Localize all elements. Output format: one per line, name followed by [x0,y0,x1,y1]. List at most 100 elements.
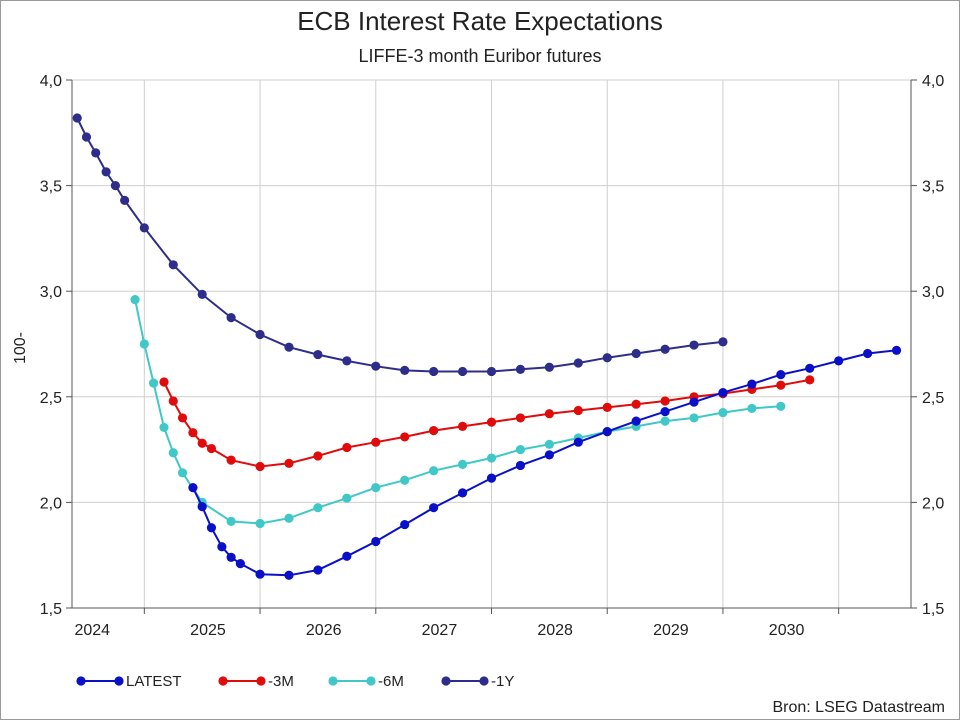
series-latest [188,345,902,580]
x-tick-label: 2028 [537,622,573,639]
data-point-6m [130,295,140,305]
legend-swatch-marker [256,676,266,686]
data-point-6m [457,459,468,469]
data-point-latest [188,483,198,493]
legend-swatch-marker [114,676,124,686]
legend-item-1y: -1Y [441,673,514,690]
data-point-1y [457,366,468,377]
series-line-3m [163,378,810,468]
data-point-1y [168,260,178,270]
data-point-latest [226,552,236,562]
data-point-3m [573,405,583,416]
data-point-latest [313,565,323,575]
data-point-6m [689,413,699,423]
data-point-1y [226,313,236,323]
data-point-1y [255,329,265,340]
data-point-6m [747,403,757,414]
data-point-latest [197,502,207,512]
x-tick-label: 2025 [190,622,226,639]
data-point-latest [776,370,786,380]
data-point-6m [718,408,728,418]
data-point-1y [120,195,130,205]
data-point-6m [400,475,410,485]
legend-label: -6M [378,673,404,690]
y-tick-label-right: 3,5 [922,179,944,196]
y-tick-label-right: 3,0 [922,284,944,301]
series-1y [72,113,728,377]
data-point-latest [400,519,410,530]
data-point-1y [602,353,612,363]
legend-swatch-marker [76,676,86,686]
legend-swatch-marker [218,676,228,686]
data-point-1y [400,365,410,375]
legend-item-latest: LATEST [76,673,182,690]
y-tick-label-left: 2,0 [40,495,62,512]
data-point-6m [342,493,352,503]
data-point-6m [313,503,323,513]
y-tick-label-right: 2,0 [922,495,944,512]
data-point-6m [284,513,294,523]
data-point-latest [486,473,497,483]
data-point-1y [342,356,352,366]
data-point-1y [101,167,111,177]
data-point-6m [486,453,497,463]
axes: 4,0 4,0 3,5 3,5 3,0 3,0 2,5 2,5 2,0 2,0 1,5 1,5 2024… [40,73,945,639]
data-point-3m [457,421,468,431]
data-point-latest [235,559,245,569]
y-tick-label-left: 3,5 [40,179,62,196]
data-point-1y [371,361,381,371]
data-point-1y [110,181,120,191]
series-6m [130,295,786,529]
data-point-6m [371,483,381,493]
data-point-3m [660,396,670,406]
data-point-1y [544,362,554,372]
data-point-1y [718,337,728,347]
data-point-latest [217,542,227,552]
x-tick-label: 2026 [306,622,342,639]
data-point-3m [168,396,178,406]
series-group [72,113,902,580]
data-point-3m [313,451,323,461]
data-point-3m [226,455,236,465]
x-tick-label: 2027 [422,622,458,639]
data-point-1y [91,148,101,158]
data-point-6m [226,516,236,527]
data-point-latest [660,406,670,417]
data-point-3m [486,417,497,427]
data-point-1y [313,349,323,360]
legend-label: LATEST [126,673,182,690]
data-point-1y [573,358,583,368]
legend-swatch-marker [479,676,489,686]
data-point-6m [544,439,554,449]
data-point-3m [544,409,554,419]
data-point-3m [515,413,526,423]
data-point-3m [342,442,352,453]
data-point-6m [515,445,526,455]
series-line-1y [76,117,724,373]
legend-swatch-marker [366,676,376,686]
data-point-1y [284,342,294,352]
data-point-6m [255,518,265,529]
y-tick-label-right: 2,5 [922,390,944,407]
data-point-latest [544,450,554,460]
legend-label: -1Y [491,673,514,690]
data-point-latest [631,416,641,426]
series-3m [159,375,815,472]
chart-title: ECB Interest Rate Expectations [297,6,663,36]
data-point-3m [371,437,381,447]
data-point-latest [747,379,757,389]
data-point-1y [197,289,207,299]
data-point-3m [197,438,207,448]
data-point-6m [429,466,439,476]
legend-swatch-marker [328,676,338,686]
y-tick-label-left: 3,0 [40,284,62,301]
data-point-3m [255,461,265,472]
data-point-latest [891,345,902,355]
y-axis-label: 100- [12,332,29,364]
data-point-latest [689,397,699,407]
data-point-3m [776,380,786,390]
data-point-latest [429,503,439,513]
chart-subtitle: LIFFE-3 month Euribor futures [358,46,601,66]
